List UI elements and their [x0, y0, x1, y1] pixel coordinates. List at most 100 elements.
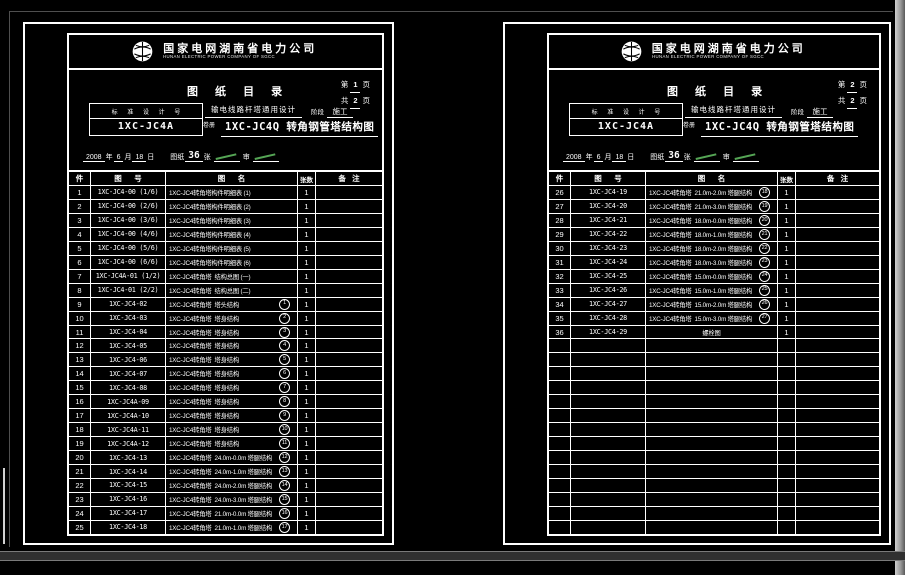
cell-drawing-name: 1XC-JC4转角塔 15.0m-3.0m 塔腿结构 27 [646, 311, 778, 325]
cell-remark [316, 186, 382, 199]
cell-serial [549, 479, 571, 492]
drawing-name-text: 1XC-JC4转角塔构件明细表 (6) [169, 259, 251, 267]
table-row: 9 1XC-JC4-02 1XC-JC4转角塔 塔头结构 1 1 [69, 297, 382, 312]
circled-number-badge: 12 [279, 452, 290, 464]
company-text: 国家电网湖南省电力公司 HUNAN ELECTRIC POWER COMPANY… [163, 43, 318, 61]
circled-number-badge: 23 [759, 256, 770, 268]
cell-drawing-no: 1XC-JC4-22 [571, 227, 646, 241]
cell-drawing-no: 1XC-JC4-21 [571, 213, 646, 227]
table-row: 17 1XC-JC4A-10 1XC-JC4转角塔 塔身结构 9 1 [69, 409, 382, 424]
title-block: 图 纸 目 录 第 1 页 共 2 页 标 准 设 计 号 1XC-JC4A 输… [69, 70, 382, 172]
circled-number-badge: 7 [279, 382, 290, 394]
company-text: 国家电网湖南省电力公司 HUNAN ELECTRIC POWER COMPANY… [652, 43, 807, 61]
cell-serial [549, 395, 571, 409]
circled-number-badge: 9 [279, 410, 290, 422]
sheets-count: 36 [665, 150, 683, 162]
drawing-name-text: 1XC-JC4转角塔 结构总图 (一) [169, 273, 251, 281]
cell-remark [796, 256, 879, 269]
cell-sheet-count: 1 [778, 241, 796, 255]
stage-value: 施工 [327, 106, 353, 118]
cell-drawing-no: 1XC-JC4-00 (1/6) [91, 186, 166, 199]
circled-number-badge: 1 [279, 298, 290, 310]
cell-serial: 29 [549, 227, 571, 241]
cell-drawing-name: 1XC-JC4转角塔构件明细表 (5) [166, 241, 298, 255]
header-drawing-name: 图 名 [646, 172, 778, 185]
cell-remark [796, 326, 879, 339]
date-month: 6 [113, 154, 124, 162]
header-sheet-count: 张数 [298, 172, 316, 185]
table-row-empty [549, 409, 879, 424]
cell-drawing-no: 1XC-JC4-02 [91, 297, 166, 311]
table-row: 8 1XC-JC4-01 (2/2) 1XC-JC4转角塔 结构总图 (二) 1 [69, 283, 382, 298]
table-row: 16 1XC-JC4A-09 1XC-JC4转角塔 塔身结构 8 1 [69, 395, 382, 410]
cell-remark [796, 409, 879, 422]
cell-drawing-no: 1XC-JC4-00 (4/6) [91, 227, 166, 241]
company-band: 国家电网湖南省电力公司 HUNAN ELECTRIC POWER COMPANY… [69, 35, 382, 70]
horizontal-scrollbar[interactable] [0, 551, 905, 561]
cell-serial: 31 [549, 255, 571, 269]
stage-label: 阶段 [311, 109, 324, 116]
cell-remark [796, 381, 879, 394]
circled-number-badge: 6 [279, 368, 290, 380]
cell-drawing-name: 1XC-JC4转角塔 塔身结构 6 [166, 367, 298, 381]
cell-serial: 26 [549, 186, 571, 199]
cell-sheet-count: 1 [298, 492, 316, 506]
cell-drawing-name: 1XC-JC4转角塔 塔身结构 3 [166, 325, 298, 339]
cell-drawing-no: 1XC-JC4A-09 [91, 395, 166, 409]
cell-sheet-count: 1 [778, 213, 796, 227]
cell-sheet-count: 1 [298, 465, 316, 479]
drawing-name-text: 1XC-JC4转角塔 24.0m-2.0m 塔腿结构 [169, 482, 273, 490]
table-row-empty [549, 479, 879, 493]
circled-number-badge: 22 [759, 242, 770, 254]
drawing-name-text: 1XC-JC4转角塔 24.0m-1.0m 塔腿结构 [169, 469, 273, 477]
header-serial: 件 [69, 172, 91, 185]
cell-sheet-count: 1 [778, 297, 796, 311]
circled-number-badge: 19 [759, 200, 770, 212]
cell-drawing-no [571, 479, 646, 492]
company-name-english: HUNAN ELECTRIC POWER COMPANY OF SGCC [163, 54, 276, 59]
cell-drawing-name [646, 492, 778, 506]
drawing-name-text: 1XC-JC4转角塔构件明细表 (5) [169, 245, 251, 253]
cell-sheet-count: 1 [298, 255, 316, 269]
cell-drawing-no [571, 339, 646, 353]
project-name: 输电线路杆塔通用设计 [205, 104, 302, 118]
table-row-empty [549, 451, 879, 466]
cell-drawing-no [571, 437, 646, 451]
cell-serial: 16 [69, 395, 91, 409]
table-row: 21 1XC-JC4-14 1XC-JC4转角塔 24.0m-1.0m 塔腿结构 13… [69, 465, 382, 480]
cell-remark [316, 353, 382, 366]
cell-remark [316, 521, 382, 534]
cell-serial: 21 [69, 465, 91, 479]
drawing-name-text: 1XC-JC4转角塔 塔身结构 [169, 413, 239, 421]
vertical-scrollbar[interactable] [895, 0, 905, 575]
cell-drawing-name: 1XC-JC4转角塔 塔身结构 8 [166, 395, 298, 409]
table-row: 14 1XC-JC4-07 1XC-JC4转角塔 塔身结构 6 1 [69, 367, 382, 382]
cell-serial: 30 [549, 241, 571, 255]
cell-drawing-no: 1XC-JC4A-01 (1/2) [91, 269, 166, 283]
drawing-name-text: 1XC-JC4转角塔 塔身结构 [169, 441, 239, 449]
cell-sheet-count: 1 [298, 283, 316, 297]
cell-drawing-no: 1XC-JC4-28 [571, 311, 646, 325]
circled-number-badge: 8 [279, 396, 290, 408]
circled-number-badge: 27 [759, 312, 770, 324]
cell-remark [796, 479, 879, 492]
table-row: 31 1XC-JC4-24 1XC-JC4转角塔 18.0m-3.0m 塔腿结构 23… [549, 255, 879, 270]
page-total: 2 [847, 93, 858, 109]
cell-drawing-no: 1XC-JC4-23 [571, 241, 646, 255]
table-row-empty [549, 367, 879, 382]
circled-number-badge: 20 [759, 214, 770, 226]
cell-drawing-no [571, 395, 646, 409]
cell-serial [549, 409, 571, 423]
cell-remark [316, 465, 382, 478]
cell-serial [549, 465, 571, 479]
cell-remark [316, 228, 382, 241]
drawing-name-text: 1XC-JC4转角塔 21.0m-0.0m 塔腿结构 [169, 510, 273, 518]
date-day: 18 [132, 154, 147, 162]
sgcc-logo-icon [132, 41, 153, 62]
cell-sheet-count [778, 367, 796, 381]
cell-drawing-no: 1XC-JC4-20 [571, 199, 646, 213]
circled-number-badge: 26 [759, 298, 770, 310]
sheets-label: 图纸 [650, 154, 665, 161]
cell-drawing-name [646, 395, 778, 409]
